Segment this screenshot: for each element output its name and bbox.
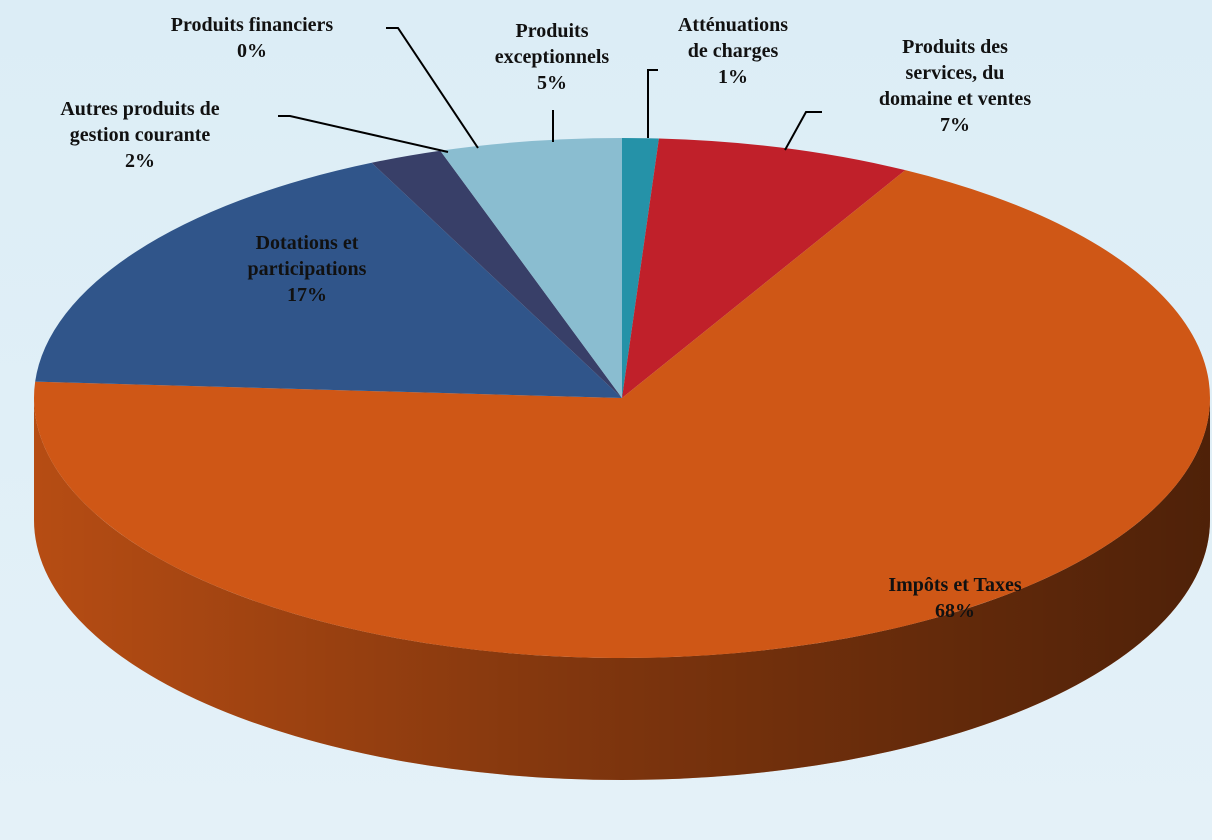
category-label: Produits exceptionnels xyxy=(494,20,610,68)
category-label: Dotations et participations xyxy=(247,232,367,280)
category-label: Impôts et Taxes xyxy=(888,574,1022,596)
leader-line xyxy=(647,69,658,138)
value-label: 5% xyxy=(537,72,567,94)
slice xyxy=(35,162,623,398)
leader-line xyxy=(386,27,479,149)
category-label: Produits des services, du domaine et ven… xyxy=(878,36,1032,110)
slice xyxy=(622,138,906,398)
category-label: Produits financiers xyxy=(170,14,334,36)
slice-label: Atténuations de charges 1% xyxy=(678,12,788,90)
value-label: 68% xyxy=(934,600,975,622)
value-label: 2% xyxy=(124,150,155,172)
slice-label: Produits financiers 0% xyxy=(171,12,333,64)
side-shade xyxy=(34,398,1210,780)
slice-label: Produits exceptionnels 5% xyxy=(495,18,609,96)
slice xyxy=(622,138,659,398)
category-label: Autres produits de gestion courante xyxy=(60,98,220,146)
slice-label: Dotations et participations 17% xyxy=(248,230,367,308)
leader-line xyxy=(784,111,822,151)
value-label: 0% xyxy=(236,40,267,62)
slice xyxy=(371,150,622,398)
value-label: 7% xyxy=(939,114,970,136)
sides xyxy=(34,398,1210,780)
category-label: Atténuations de charges xyxy=(677,14,789,62)
slice-label: Produits des services, du domaine et ven… xyxy=(879,34,1031,138)
value-label: 17% xyxy=(287,284,327,306)
slice xyxy=(440,138,622,398)
slice-label: Autres produits de gestion courante 2% xyxy=(60,96,219,174)
slice xyxy=(33,170,1210,658)
slice-label: Impôts et Taxes 68% xyxy=(888,572,1021,624)
leader-line xyxy=(278,115,449,153)
value-label: 1% xyxy=(717,66,748,88)
